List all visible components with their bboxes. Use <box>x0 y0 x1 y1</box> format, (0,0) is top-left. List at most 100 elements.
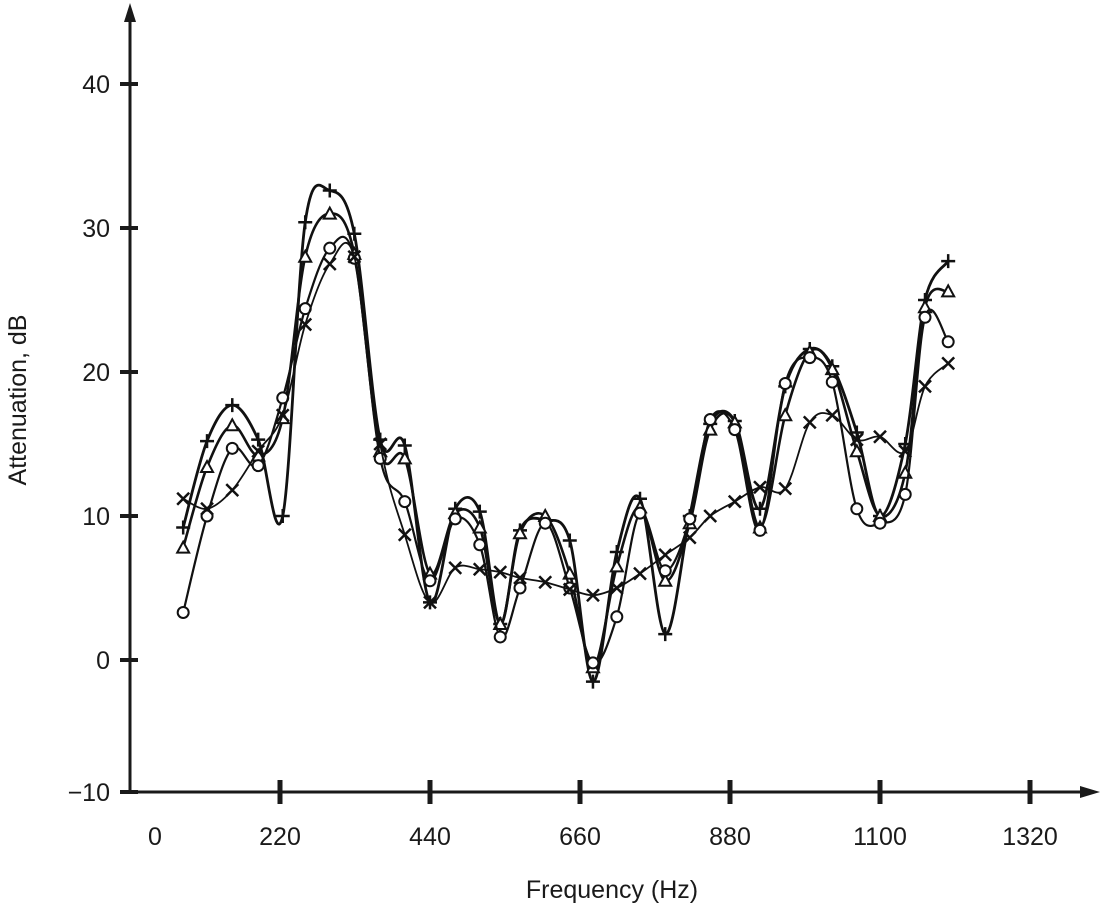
cross-marker-icon <box>493 565 508 580</box>
cross-marker-icon <box>176 491 191 506</box>
cross-marker-icon <box>753 480 767 495</box>
cross-marker-icon <box>275 408 290 423</box>
circle-marker-icon <box>633 506 647 520</box>
circle-marker-icon <box>683 512 697 526</box>
series-plus <box>176 183 956 689</box>
plus-marker-icon <box>658 627 673 642</box>
y-tick-label: 0 <box>96 647 110 675</box>
x-tick-label: 660 <box>559 823 601 851</box>
circle-marker-icon <box>898 487 912 501</box>
cross-marker-icon <box>918 379 932 394</box>
circle-marker-icon <box>538 516 552 530</box>
circle-marker-icon <box>251 459 265 473</box>
circle-marker-icon <box>873 516 887 530</box>
cross-marker-icon <box>586 588 600 603</box>
triangle-marker-icon <box>199 458 215 474</box>
plus-marker-icon <box>225 398 240 413</box>
cross-marker-icon <box>941 356 956 371</box>
circle-marker-icon <box>423 574 437 588</box>
cross-marker-icon <box>898 444 913 459</box>
plus-marker-icon <box>251 432 266 447</box>
cross-marker-icon <box>727 494 742 509</box>
plus-marker-icon <box>200 434 215 449</box>
circle-marker-icon <box>398 495 412 509</box>
circle-marker-icon <box>753 523 767 537</box>
x-axis-arrow-icon <box>1080 786 1100 798</box>
cross-marker-icon <box>703 509 718 523</box>
cross-marker-icon <box>373 437 388 451</box>
circle-marker-icon <box>448 512 462 526</box>
cross-marker-icon <box>423 595 437 610</box>
circle-marker-icon <box>586 656 600 670</box>
y-ticks: −10 0 10 20 30 40 <box>68 71 138 807</box>
cross-marker-icon <box>472 562 487 577</box>
y-tick-label: 30 <box>82 215 110 243</box>
x-tick-label: 0 <box>148 823 162 851</box>
x-tick-label: 440 <box>409 823 451 851</box>
cross-marker-icon <box>778 481 793 496</box>
cross-marker-icon <box>538 575 553 590</box>
cross-marker-icon <box>322 257 337 271</box>
y-tick-label: 10 <box>82 503 110 531</box>
plus-marker-icon <box>753 501 767 516</box>
plus-marker-icon <box>562 533 577 548</box>
y-tick-label: −10 <box>68 779 110 807</box>
cross-marker-icon <box>397 527 412 542</box>
circle-marker-icon <box>493 630 507 644</box>
triangle-marker-icon <box>397 450 413 465</box>
cross-marker-icon <box>633 566 647 581</box>
plus-marker-icon <box>397 438 412 453</box>
triangle-marker-icon <box>657 572 673 587</box>
y-axis-arrow-icon <box>124 3 136 22</box>
circle-marker-icon <box>225 441 239 455</box>
circle-marker-icon <box>778 377 792 391</box>
triangle-marker-icon <box>224 417 240 432</box>
triangle-marker-icon <box>849 443 865 458</box>
series-cross <box>176 241 956 610</box>
y-axis-title: Attenuation, dB <box>4 315 32 486</box>
series-triangle <box>175 205 956 674</box>
plus-marker-icon <box>275 509 290 523</box>
y-tick-label: 20 <box>82 359 110 387</box>
circle-marker-icon <box>825 375 839 389</box>
triangle-marker-icon <box>322 205 338 220</box>
triangle-marker-icon <box>472 519 488 534</box>
plus-marker-icon <box>941 254 956 269</box>
cross-marker-icon <box>298 317 313 332</box>
circle-marker-icon <box>176 605 190 619</box>
circle-marker-icon <box>850 502 864 516</box>
cross-marker-icon <box>251 444 266 459</box>
circle-marker-icon <box>610 610 624 624</box>
cross-marker-icon <box>225 483 240 497</box>
cross-marker-icon <box>873 429 887 444</box>
x-tick-label: 1320 <box>1002 823 1058 851</box>
triangle-marker-icon <box>297 248 313 263</box>
x-tick-label: 880 <box>709 823 751 851</box>
series-circle <box>176 235 955 670</box>
plus-marker-icon <box>472 504 487 519</box>
cross-marker-icon <box>682 530 697 545</box>
cross-marker-icon <box>347 249 362 264</box>
cross-marker-icon <box>200 501 214 516</box>
circle-marker-icon <box>803 351 817 365</box>
circle-marker-icon <box>703 413 717 427</box>
cross-marker-icon <box>513 571 527 585</box>
cross-marker-icon <box>448 560 463 575</box>
circle-marker-icon <box>473 538 487 552</box>
plus-marker-icon <box>585 674 600 689</box>
series-line <box>181 183 950 684</box>
triangle-marker-icon <box>512 525 528 540</box>
triangle-marker-icon <box>609 558 625 573</box>
y-tick-label: 40 <box>82 71 110 99</box>
x-tick-label: 220 <box>259 823 301 851</box>
circle-marker-icon <box>728 423 742 437</box>
circle-marker-icon <box>918 310 932 324</box>
circle-marker-icon <box>941 335 955 349</box>
circle-marker-icon <box>323 241 337 255</box>
triangle-marker-icon <box>777 407 793 422</box>
cross-marker-icon <box>658 547 673 562</box>
x-ticks: 0 220 440 660 880 1100 1320 <box>148 780 1058 851</box>
triangle-marker-icon <box>175 539 191 554</box>
cross-marker-icon <box>562 582 577 597</box>
